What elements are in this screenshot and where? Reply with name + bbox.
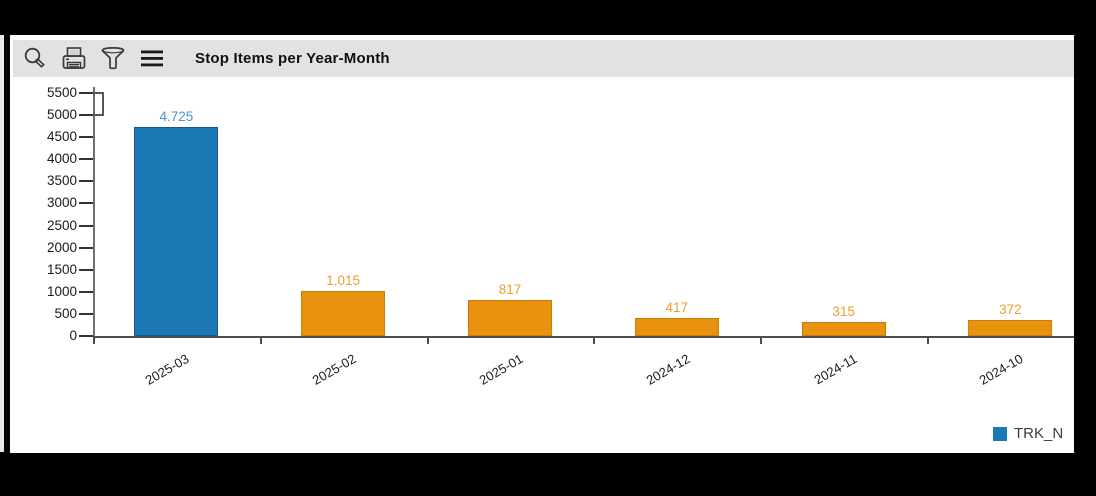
legend-series-label: TRK_N: [1014, 425, 1064, 442]
bar-chart-plot-area: 0 500 1000 1500 2000 2500 3000 3500 4000 4500 5000…: [10, 77, 1074, 453]
y-tick-mark: [79, 136, 93, 139]
x-tick-mark: [426, 336, 429, 344]
y-tick-mark: [79, 335, 93, 337]
y-axis-line: [93, 87, 95, 343]
x-tick-mark: [593, 336, 596, 344]
bar-value-label: 372: [999, 301, 1022, 317]
y-axis-tick-label: 2000: [46, 239, 77, 255]
y-tick-mark: [79, 246, 93, 249]
y-tick-mark: [79, 202, 93, 205]
bar-value-label: 1.015: [326, 273, 361, 289]
filter-icon[interactable]: [100, 46, 126, 72]
bar-2024-12[interactable]: [634, 317, 719, 336]
menu-icon[interactable]: [139, 46, 165, 72]
x-axis-category-label: 2024-11: [811, 351, 860, 388]
y-axis-tick-label: 1000: [46, 283, 77, 299]
y-axis-scale-bracket: [102, 92, 104, 117]
y-tick-mark: [79, 114, 93, 117]
chart-legend[interactable]: TRK_N: [993, 425, 1063, 442]
y-tick-mark: [79, 180, 93, 183]
bar-value-label: 417: [665, 299, 689, 315]
y-tick-mark: [79, 290, 93, 293]
x-tick-mark: [927, 336, 929, 344]
y-tick-mark: [79, 268, 93, 271]
bar-2025-03[interactable]: [134, 127, 219, 336]
bar-value-label: 817: [498, 281, 522, 297]
y-axis-tick-label: 5000: [46, 107, 77, 123]
x-axis-category-label: 2024-10: [977, 351, 1026, 388]
print-icon[interactable]: [61, 46, 87, 72]
y-axis-tick-label: 5500: [46, 85, 77, 100]
search-icon[interactable]: [22, 46, 48, 72]
y-tick-mark: [79, 312, 93, 315]
chart-widget-window: Stop Items per Year-Month 0 500 1000 1500 20…: [10, 35, 1074, 453]
legend-swatch: [993, 426, 1007, 441]
x-axis-category-label: 2025-03: [143, 351, 192, 388]
x-tick-mark: [93, 336, 95, 344]
x-axis-category-label: 2025-01: [476, 351, 526, 388]
left-edge-panel-sliver: [0, 35, 4, 452]
y-axis-tick-label: 1500: [46, 261, 77, 277]
bar-2025-01[interactable]: [468, 299, 552, 336]
bar-2024-10[interactable]: [968, 319, 1053, 336]
x-axis-line: [93, 336, 1074, 338]
x-axis-category-label: 2024-12: [643, 351, 693, 388]
bar-2024-11[interactable]: [801, 322, 886, 336]
y-axis-tick-label: 3500: [46, 173, 77, 189]
bar-value-label: 315: [832, 304, 855, 320]
x-tick-mark: [760, 336, 763, 344]
chart-toolbar: Stop Items per Year-Month: [13, 40, 1074, 77]
y-axis-scale-bracket: [93, 114, 103, 117]
y-tick-mark: [79, 92, 93, 94]
bar-value-label: 4.725: [159, 109, 194, 125]
y-axis-scale-bracket: [93, 92, 103, 94]
y-tick-mark: [79, 158, 93, 161]
y-axis-tick-label: 500: [54, 305, 77, 321]
bar-2025-02[interactable]: [301, 291, 386, 336]
y-tick-mark: [79, 224, 93, 227]
x-tick-mark: [259, 336, 262, 344]
y-axis-tick-label: 0: [69, 328, 77, 343]
chart-title: Stop Items per Year-Month: [195, 50, 390, 67]
y-axis-tick-label: 2500: [46, 217, 77, 233]
y-axis-tick-label: 4000: [46, 151, 77, 167]
y-axis-tick-label: 4500: [46, 129, 77, 145]
x-axis-category-label: 2025-02: [309, 351, 359, 388]
y-axis-tick-label: 3000: [46, 195, 77, 211]
